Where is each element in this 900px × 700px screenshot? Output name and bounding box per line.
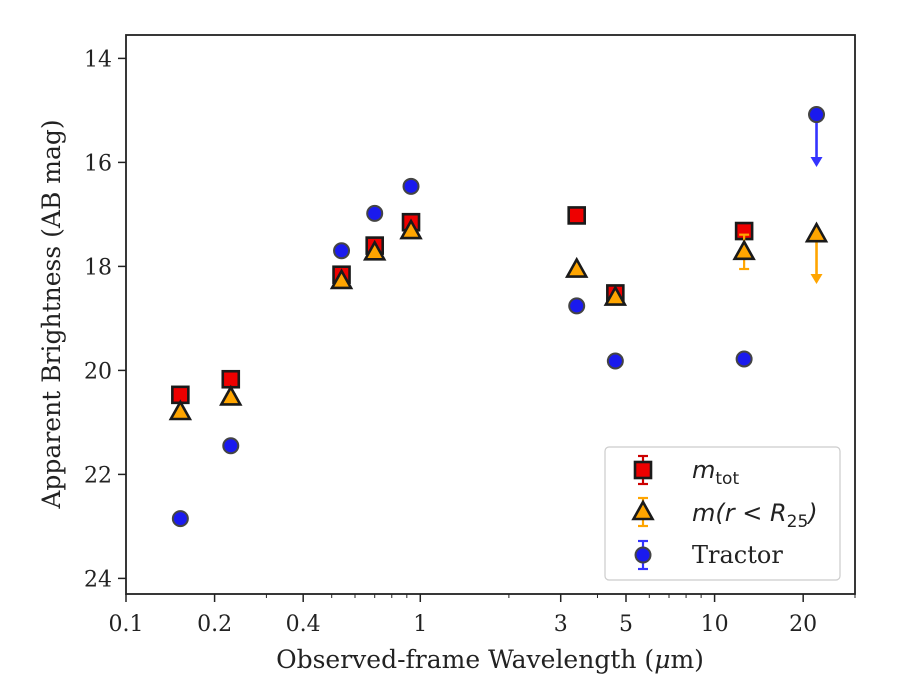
y-tick-label: 16	[84, 151, 112, 176]
x-tick-label: 0.4	[286, 612, 321, 637]
tractor-point	[333, 242, 351, 260]
x-tick-label: 5	[619, 612, 633, 637]
tractor-point	[735, 350, 753, 368]
legend-label-m-tot: mtot	[692, 456, 739, 489]
x-tick-label: 3	[554, 612, 568, 637]
plot-frame	[125, 34, 856, 595]
m-r-lt-r25-point	[219, 384, 243, 406]
tractor-point	[222, 437, 240, 455]
m-tot-point	[567, 206, 587, 225]
tractor-point	[366, 204, 384, 222]
y-axis-label: Apparent Brightness (AB mag)	[37, 119, 66, 509]
tractor-point	[568, 297, 586, 315]
data-marks	[168, 106, 829, 528]
m-r-lt-r25-point	[399, 218, 423, 240]
x-tick-label: 0.1	[109, 612, 144, 637]
y-tick-label: 14	[84, 47, 112, 72]
legend-marker-m-r-lt-r25	[631, 499, 655, 521]
legend-symbols	[631, 454, 655, 571]
upper-limit-arrowhead	[810, 274, 823, 284]
legend: mtot m(r < R25) Tractor	[604, 446, 841, 581]
legend-box	[604, 446, 841, 581]
legend-label-m-r25: m(r < R25)	[692, 499, 818, 532]
m-r-lt-r25-point	[168, 399, 193, 421]
series-m-r-lt-r25	[168, 218, 829, 421]
m-r-lt-r25-point	[603, 284, 628, 306]
y-tick-label: 18	[84, 255, 112, 280]
x-tick-label: 1	[413, 612, 427, 637]
x-tick-label: 0.2	[197, 612, 232, 637]
legend-marker-m-tot	[633, 460, 653, 480]
tractor-point	[171, 510, 189, 528]
m-r-lt-r25-point	[329, 268, 354, 290]
legend-marker-tractor	[634, 546, 652, 564]
x-axis-label: Observed-frame Wavelength (μm)	[276, 645, 704, 674]
m-r-lt-r25-point	[732, 239, 756, 261]
tractor-point	[808, 106, 826, 124]
upper-limit-arrowhead	[810, 157, 823, 167]
series-tractor	[171, 106, 826, 528]
y-tick-label: 20	[84, 359, 112, 384]
y-tick-label: 24	[84, 567, 112, 592]
m-r-lt-r25-point	[804, 221, 829, 243]
axis-ticks: 0.1 0.2 0.4 1 3 5 10 20 14 16 18 20 22 24	[84, 47, 856, 637]
x-tick-label: 20	[789, 612, 817, 637]
x-tick-label: 10	[701, 612, 729, 637]
m-r-lt-r25-point	[362, 239, 387, 261]
tractor-point	[606, 352, 624, 370]
legend-label-tractor: Tractor	[692, 541, 783, 569]
tractor-point	[402, 177, 420, 195]
m-r-lt-r25-point	[564, 256, 589, 278]
y-tick-label: 22	[84, 463, 112, 488]
